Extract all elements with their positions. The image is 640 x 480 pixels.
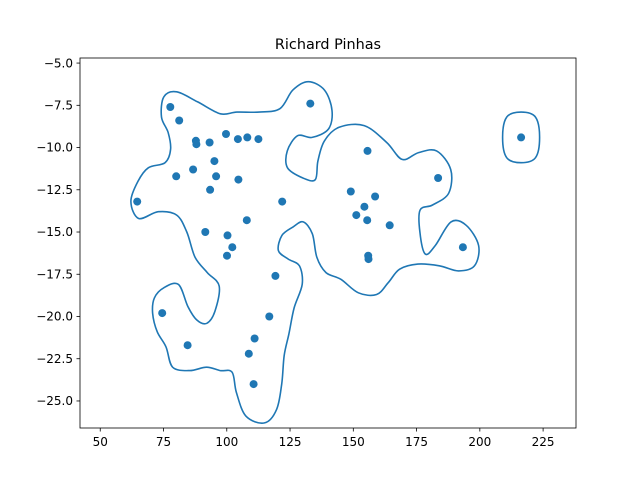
data-point-9: [254, 135, 263, 144]
x-tick-label: 125: [279, 435, 302, 449]
contour-line-2: [501, 111, 541, 164]
data-point-11: [133, 197, 142, 206]
data-point-8: [243, 133, 252, 142]
contour-layer: [130, 80, 541, 424]
data-point-15: [212, 172, 221, 181]
data-point-26: [434, 174, 443, 182]
data-point-18: [278, 197, 287, 206]
y-tick-label: −12.5: [36, 183, 73, 197]
y-tick-label: −7.5: [44, 99, 73, 113]
data-point-42: [249, 380, 258, 389]
data-point-1: [166, 103, 175, 111]
x-tick-label: 200: [468, 435, 491, 449]
data-point-20: [201, 228, 210, 236]
data-point-16: [206, 185, 215, 194]
data-point-2: [175, 116, 184, 125]
data-point-33: [458, 243, 467, 252]
data-point-30: [352, 211, 361, 220]
y-tick-label: −15.0: [36, 225, 73, 239]
y-axis: −5.0 −7.5 −10.0 −12.5 −15.0 −17.5 −20.0 −22.5 −2…: [36, 56, 80, 408]
data-point-39: [250, 334, 259, 343]
data-point-12: [172, 172, 181, 181]
data-point-38: [183, 341, 192, 350]
data-point-27: [346, 187, 355, 196]
data-point-31: [363, 216, 372, 225]
data-point-37: [158, 309, 167, 318]
data-point-41: [244, 349, 253, 358]
y-tick-label: −5.0: [44, 56, 73, 70]
data-point-17: [234, 175, 243, 184]
y-tick-label: −10.0: [36, 141, 73, 155]
data-point-35: [364, 255, 373, 264]
data-point-13: [189, 165, 198, 174]
data-point-24: [271, 271, 280, 280]
data-point-6: [222, 130, 230, 138]
data-point-4: [192, 140, 201, 149]
y-tick-label: −20.0: [36, 310, 73, 324]
data-point-40: [265, 312, 274, 321]
data-point-28: [371, 192, 380, 201]
y-tick-label: −25.0: [36, 394, 73, 408]
data-point-25: [363, 146, 372, 155]
data-point-23: [223, 251, 231, 260]
data-point-22: [228, 243, 237, 252]
data-point-7: [233, 135, 242, 144]
x-tick-label: 50: [93, 435, 108, 449]
x-axis: 50 75 100 125 150 175 200 225: [93, 428, 555, 449]
x-tick-label: 150: [342, 435, 365, 449]
data-point-19: [242, 216, 251, 225]
x-tick-label: 225: [532, 435, 555, 449]
data-point-10: [306, 99, 315, 108]
contour-line-1: [130, 80, 480, 424]
points-layer: [133, 99, 526, 389]
x-tick-label: 75: [156, 435, 171, 449]
chart-title: Richard Pinhas: [275, 37, 381, 53]
x-tick-label: 175: [405, 435, 428, 449]
y-tick-label: −22.5: [36, 352, 73, 366]
data-point-36: [517, 133, 526, 142]
y-tick-label: −17.5: [36, 267, 73, 281]
axes-frame: [79, 57, 577, 429]
data-point-14: [210, 157, 219, 166]
x-tick-label: 100: [215, 435, 238, 449]
data-point-21: [223, 231, 232, 240]
data-point-5: [205, 138, 214, 147]
data-point-32: [385, 221, 394, 230]
data-point-29: [360, 202, 369, 211]
